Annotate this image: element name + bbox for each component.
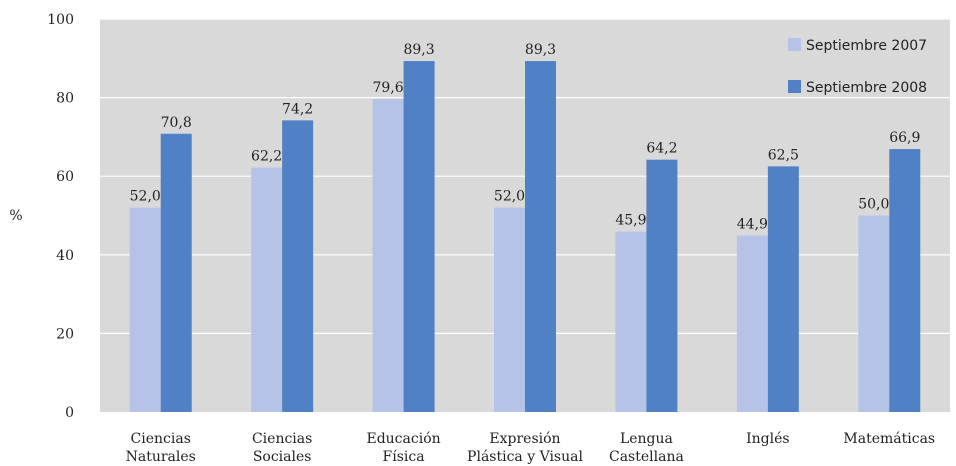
category-label: Ciencias [252, 431, 312, 447]
y-tick-label: 20 [56, 326, 74, 342]
bar [889, 149, 921, 412]
category-label: Lengua [620, 431, 673, 447]
data-label: 50,0 [858, 197, 889, 213]
bar [129, 207, 161, 412]
bar [494, 207, 525, 412]
bars: 52,0 62,2 79,6 52,0 45,9 44,9 50,0 70,8 74,2 89,3… [129, 42, 921, 413]
category-label: Matemáticas [843, 431, 935, 447]
data-label: 44,9 [737, 217, 768, 233]
data-label: 62,5 [768, 147, 799, 163]
category-label: Ciencias [131, 431, 191, 447]
bar [736, 235, 768, 412]
bar [251, 167, 283, 412]
bar [646, 159, 678, 412]
legend-swatch [788, 80, 801, 93]
data-label: 89,3 [525, 42, 556, 58]
bar [403, 61, 435, 413]
data-label: 70,8 [161, 115, 192, 131]
legend-label: Septiembre 2008 [806, 80, 927, 96]
data-label: 66,9 [889, 130, 920, 146]
data-label: 62,2 [251, 149, 282, 165]
y-tick-label: 40 [56, 248, 74, 264]
category-label: Plástica y Visual [467, 449, 583, 465]
data-label: 64,2 [646, 141, 677, 157]
data-label: 45,9 [615, 213, 646, 229]
data-label: 79,6 [372, 80, 403, 96]
y-axis-label: % [9, 208, 22, 224]
bar [767, 166, 799, 412]
legend-label: Septiembre 2007 [806, 38, 927, 54]
category-label: Sociales [253, 449, 312, 465]
bar [282, 120, 314, 413]
bar [372, 99, 404, 412]
legend-swatch [788, 38, 801, 51]
data-label: 52,0 [130, 189, 161, 205]
y-axis: 0 20 40 60 80 100 [47, 12, 74, 421]
category-label: Expresión [489, 431, 560, 447]
data-label: 74,2 [282, 101, 313, 117]
bar [525, 61, 556, 413]
category-label: Naturales [126, 449, 196, 465]
bar [615, 231, 647, 412]
category-label: Educación [366, 431, 440, 447]
data-label: 52,0 [494, 189, 525, 205]
data-label: 89,3 [403, 42, 434, 58]
bar [858, 215, 890, 412]
y-tick-label: 0 [65, 405, 74, 421]
category-label: Castellana [609, 449, 684, 465]
y-tick-label: 80 [56, 91, 74, 107]
category-label: Física [383, 449, 425, 465]
bar [160, 133, 192, 413]
x-axis: Ciencias Naturales Ciencias Sociales Educaci… [126, 431, 936, 465]
category-label: Inglés [746, 431, 789, 447]
y-tick-label: 60 [56, 169, 74, 185]
y-tick-label: 100 [47, 12, 74, 28]
legend: Septiembre 2007 Septiembre 2008 [788, 38, 927, 96]
